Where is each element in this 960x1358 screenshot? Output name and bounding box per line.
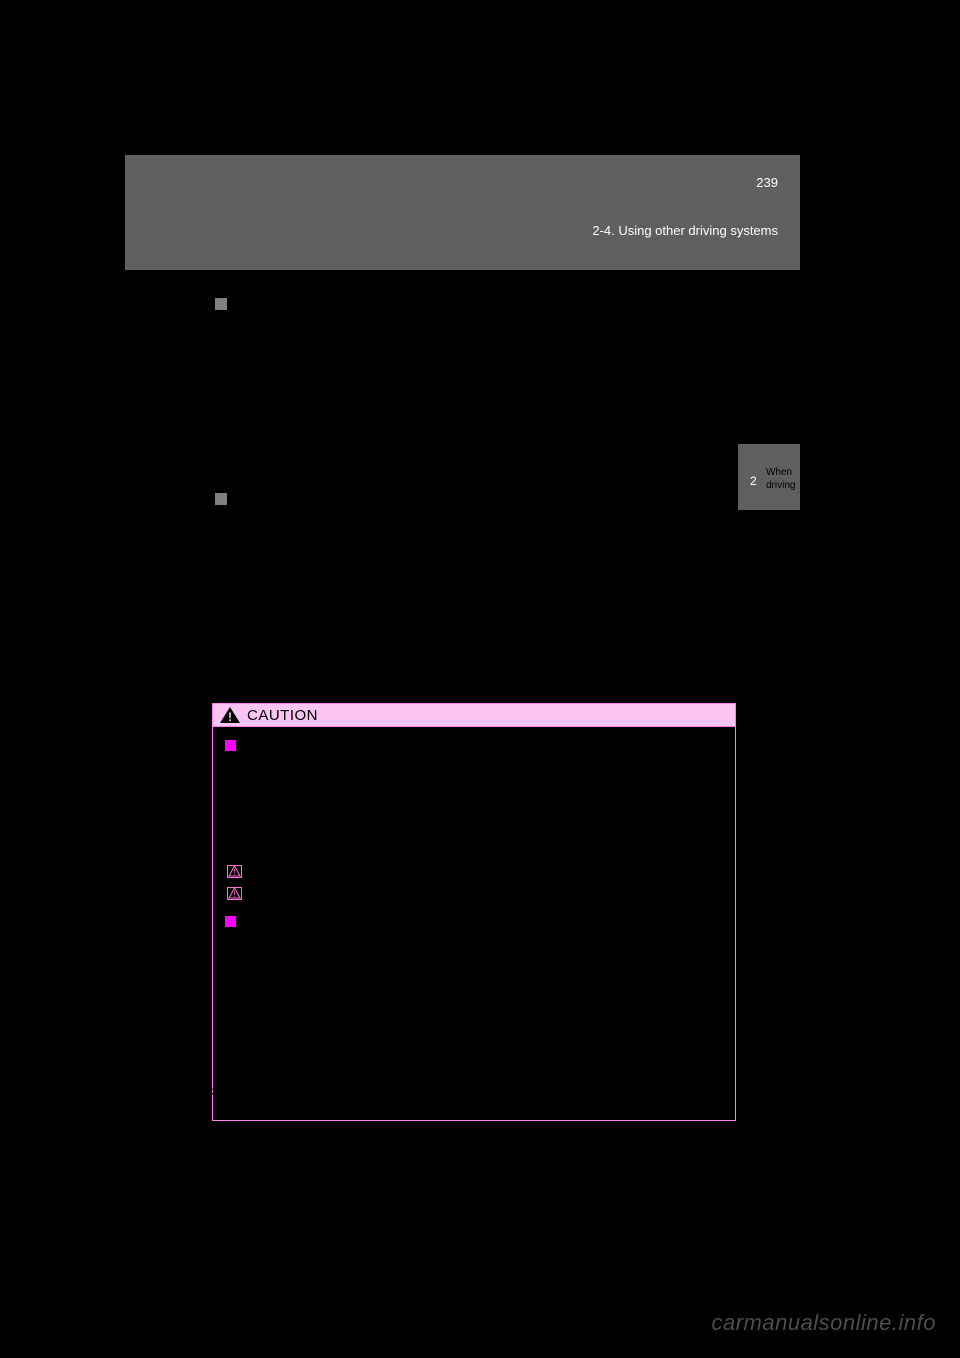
caution-text: Do not overly rely on vehicle-to-vehicle… (225, 760, 723, 903)
section-title: Automatic cancelation of vehicle-to-vehi… (235, 295, 606, 315)
footer-code: CAMRY_U (OM33A65U) (135, 1087, 245, 1098)
svg-text:!: ! (228, 710, 232, 724)
body-text: Failure to do so may cause an accident r… (225, 959, 723, 978)
caution-header: ! CAUTION (213, 704, 735, 727)
caution-section-title: Cautions regarding the driving assist sy… (244, 913, 518, 932)
bullet-dot: ● (215, 538, 223, 577)
chapter-tab: 2 When driving (738, 444, 800, 510)
body-text: Do not overly rely on vehicle-to-vehicle… (225, 760, 723, 779)
body-text: Vehicle speed falls below approximately … (229, 600, 555, 619)
section-block: Automatic cancelation of constant speed … (215, 490, 735, 638)
body-text: VSC is activated. (229, 362, 324, 381)
body-text: Actual vehicle speed falls below approxi… (229, 343, 592, 362)
body-content: Automatic cancelation of vehicle-to-vehi… (215, 295, 735, 651)
section-block: Automatic cancelation of vehicle-to-vehi… (215, 295, 735, 478)
caution-text: Observe the following precautions. Failu… (225, 936, 723, 1094)
caution-body: Before using dynamic radar cruise contro… (213, 727, 735, 1120)
section-body: The cruise control will stop maintaining… (215, 514, 735, 638)
body-text: The cruise control will stop maintaining… (215, 514, 735, 533)
body-text: Read the following items carefully. (239, 843, 428, 862)
caution-section: Before using dynamic radar cruise contro… (225, 737, 723, 903)
bullet-square-icon (215, 298, 227, 310)
caution-section: Cautions regarding the driving assist sy… (225, 913, 723, 1094)
body-text: Be aware of the set speed. If automatic … (225, 783, 723, 839)
body-text: Actual vehicle speed is more than approx… (229, 538, 735, 577)
body-text: Observe the following precautions. (225, 936, 723, 955)
body-text: Assisting the driver to measure followin… (239, 981, 513, 1000)
body-text: ! Handling the grille cover: P. 243 (225, 884, 723, 903)
bullet-dot: ● (215, 600, 223, 619)
body-text: At this time, the memorized set speed is… (229, 576, 735, 595)
bullet-dot: ● (215, 343, 223, 362)
body-text: Vehicle-to-vehicle distance control driv… (215, 319, 735, 338)
warning-triangle-icon: ! (219, 706, 241, 724)
page-number: 239 (756, 175, 778, 190)
body-text: The sensor cannot operate correctly beca… (229, 381, 626, 400)
section-title: Automatic cancelation of constant speed … (235, 490, 536, 510)
chapter-label: When driving (766, 466, 800, 492)
inline-warning-icon: ! (227, 865, 242, 878)
bullet-square-icon (215, 493, 227, 505)
caution-section-title: Before using dynamic radar cruise contro… (244, 737, 495, 756)
svg-text:!: ! (233, 890, 235, 899)
caution-box: ! CAUTION Before using dynamic radar cru… (212, 703, 736, 1121)
section-body: Vehicle-to-vehicle distance control driv… (215, 319, 735, 478)
inline-warning-icon: ! (227, 887, 242, 900)
chapter-number: 2 (750, 474, 757, 488)
bullet-dot: ● (225, 981, 233, 1000)
body-text: The dynamic radar cruise control is only… (239, 1000, 723, 1094)
bullet-square-icon (225, 916, 236, 927)
body-text: The windshield wipers are operating at h… (229, 401, 735, 440)
bullet-dot: ● (225, 843, 233, 862)
section-reference: 2-4. Using other driving systems (592, 223, 778, 238)
bullet-dot: ● (215, 401, 223, 440)
body-text: VSC is activated. (229, 619, 324, 638)
bullet-dot: ● (215, 381, 223, 400)
watermark: carmanualsonline.info (711, 1310, 936, 1336)
svg-text:!: ! (233, 868, 235, 877)
header-band: 239 2-4. Using other driving systems (125, 155, 800, 270)
bullet-square-icon (225, 740, 236, 751)
bullet-dot: ● (215, 619, 223, 638)
body-text: If vehicle-to-vehicle distance control d… (215, 439, 735, 478)
body-text: ! Handling the radar sensor: P. 243 (225, 862, 723, 881)
caution-label: CAUTION (247, 707, 318, 724)
bullet-dot: ● (215, 362, 223, 381)
